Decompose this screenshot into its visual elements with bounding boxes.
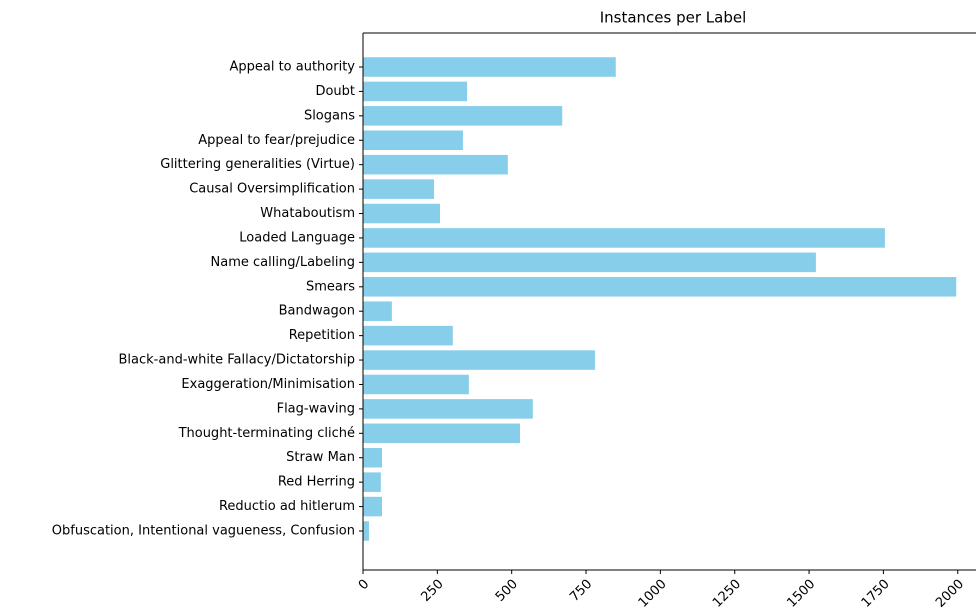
bar xyxy=(363,350,595,370)
x-tick-label: 0 xyxy=(356,577,372,593)
y-tick-label: Appeal to fear/prejudice xyxy=(198,133,355,148)
y-tick-label: Flag-waving xyxy=(277,401,355,416)
bar xyxy=(363,130,463,151)
x-tick-label: 1000 xyxy=(636,577,670,610)
y-tick-label: Bandwagon xyxy=(279,304,355,319)
y-tick-label: Thought-terminating cliché xyxy=(178,426,355,441)
y-tick-label: Appeal to authority xyxy=(229,60,355,75)
bar xyxy=(363,447,383,468)
bar xyxy=(363,154,508,175)
y-tick-label: Straw Man xyxy=(286,450,355,465)
y-tick-label: Slogans xyxy=(304,108,355,123)
y-tick-label: Reductio ad hitlerum xyxy=(219,499,355,514)
y-tick-label: Red Herring xyxy=(278,475,355,490)
y-tick-label: Name calling/Labeling xyxy=(211,255,355,270)
y-tick-label: Repetition xyxy=(289,328,355,343)
bar xyxy=(363,521,369,541)
bar xyxy=(363,179,435,199)
bar xyxy=(363,57,616,77)
bar xyxy=(363,203,441,224)
y-tick-label: Loaded Language xyxy=(239,230,355,245)
bar xyxy=(363,423,521,444)
bar xyxy=(363,399,533,419)
y-tick-label: Smears xyxy=(306,279,355,294)
x-tick-label: 1250 xyxy=(710,577,744,610)
x-tick-label: 1750 xyxy=(859,577,893,610)
chart-title: Instances per Label xyxy=(600,9,747,27)
x-tick-label: 500 xyxy=(493,577,521,605)
bar xyxy=(363,106,563,126)
y-tick-label: Causal Oversimplification xyxy=(189,182,355,197)
bar xyxy=(363,301,392,321)
x-tick-label: 750 xyxy=(567,577,595,605)
bar xyxy=(363,325,453,346)
bar xyxy=(363,252,816,273)
bar xyxy=(363,277,957,297)
bar xyxy=(363,228,885,248)
bar xyxy=(363,496,383,517)
bar xyxy=(363,472,381,492)
y-tick-label: Black-and-white Fallacy/Dictatorship xyxy=(119,353,356,368)
y-tick-label: Whataboutism xyxy=(260,206,355,221)
x-tick-label: 2000 xyxy=(933,577,967,610)
bar xyxy=(363,81,468,102)
y-tick-label: Exaggeration/Minimisation xyxy=(181,377,355,392)
y-tick-label: Glittering generalities (Virtue) xyxy=(160,157,355,172)
bar xyxy=(363,374,469,395)
y-tick-label: Obfuscation, Intentional vagueness, Conf… xyxy=(52,524,355,539)
x-tick-label: 250 xyxy=(418,577,446,605)
x-tick-label: 1500 xyxy=(784,577,818,610)
y-tick-label: Doubt xyxy=(315,84,355,99)
